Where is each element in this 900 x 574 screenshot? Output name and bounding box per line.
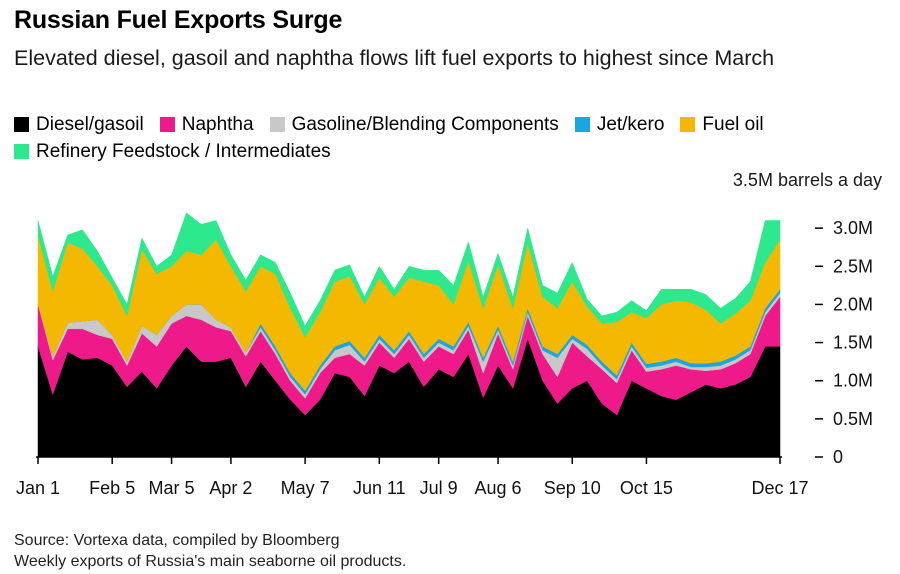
x-tick-label: Jun 11 (353, 478, 406, 498)
legend-label: Fuel oil (702, 114, 764, 135)
area-series-5 (37, 212, 781, 338)
y-tick-label: 2.5M (833, 256, 873, 276)
legend-item: Diesel/gasoil (14, 112, 144, 137)
legend-swatch (159, 117, 175, 132)
legend-item: Fuel oil (680, 112, 764, 137)
y-tick-label: 3.0M (833, 218, 873, 238)
y-tick-label: 2.0M (833, 294, 873, 314)
legend-label: Gasoline/Blending Components (291, 114, 559, 135)
y-tick-label: 1.0M (833, 371, 873, 391)
legend-label: Diesel/gasoil (36, 114, 144, 135)
legend-label: Jet/kero (596, 114, 665, 135)
legend-label: Naphtha (181, 114, 254, 135)
legend-swatch (680, 117, 696, 132)
chart-title: Russian Fuel Exports Surge (14, 6, 343, 34)
x-tick-label: Aug 6 (475, 478, 522, 498)
x-tick-label: Apr 2 (209, 478, 252, 498)
x-tick-label: Dec 17 (751, 478, 808, 498)
y-axis-unit-label: 3.5M barrels a day (732, 170, 882, 190)
legend-item: Jet/kero (574, 112, 665, 137)
y-tick-label: 0.5M (833, 409, 873, 429)
legend-item: Gasoline/Blending Components (269, 112, 559, 137)
legend-label: Refinery Feedstock / Intermediates (36, 141, 331, 162)
legend-item: Naphtha (159, 112, 254, 137)
x-tick-label: May 7 (281, 478, 330, 498)
legend-item: Refinery Feedstock / Intermediates (14, 139, 331, 164)
x-tick-label: Feb 5 (89, 478, 135, 498)
x-tick-label: Sep 10 (544, 478, 601, 498)
legend-swatch (269, 117, 285, 132)
x-tick-label: Oct 15 (620, 478, 673, 498)
legend-swatch (14, 144, 29, 159)
source-note: Source: Vortexa data, compiled by Bloomb… (14, 532, 340, 549)
x-tick-label: Jul 9 (420, 478, 458, 498)
legend-swatch (14, 117, 29, 132)
chart-legend: Diesel/gasoil Naphtha Gasoline/Blending Co… (14, 112, 894, 166)
y-tick-label: 0 (833, 447, 843, 467)
legend-swatch (574, 117, 590, 132)
chart-subtitle: Elevated diesel, gasoil and naphtha flow… (14, 46, 775, 70)
x-tick-label: Jan 1 (16, 478, 60, 498)
description-note: Weekly exports of Russia's main seaborne… (14, 553, 407, 570)
y-tick-label: 1.5M (833, 333, 873, 353)
x-tick-label: Mar 5 (149, 478, 195, 498)
chart-footer: Source: Vortexa data, compiled by Bloomb… (14, 530, 406, 572)
